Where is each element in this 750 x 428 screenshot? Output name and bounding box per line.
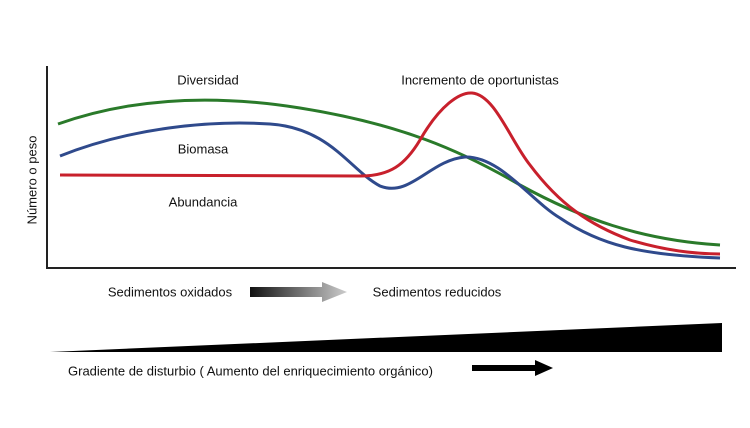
abundance-curve [59, 91, 721, 256]
gradient-arrow [472, 360, 553, 376]
sediment-label: Sedimentos oxidados [108, 284, 233, 299]
y-axis-label: Número o peso [24, 136, 39, 225]
curve-label: Biomasa [178, 141, 229, 156]
sediment-arrow [250, 282, 347, 302]
curve-label: Incremento de oportunistas [401, 72, 559, 87]
biomass-curve [59, 121, 721, 260]
diversity-curve [57, 98, 721, 247]
curve-label: Diversidad [177, 72, 238, 87]
gradient-wedge [50, 323, 722, 352]
curve-label: Abundancia [169, 194, 238, 209]
gradient-label: Gradiente de disturbio ( Aumento del enr… [68, 363, 433, 378]
sediment-label: Sedimentos reducidos [373, 284, 502, 299]
